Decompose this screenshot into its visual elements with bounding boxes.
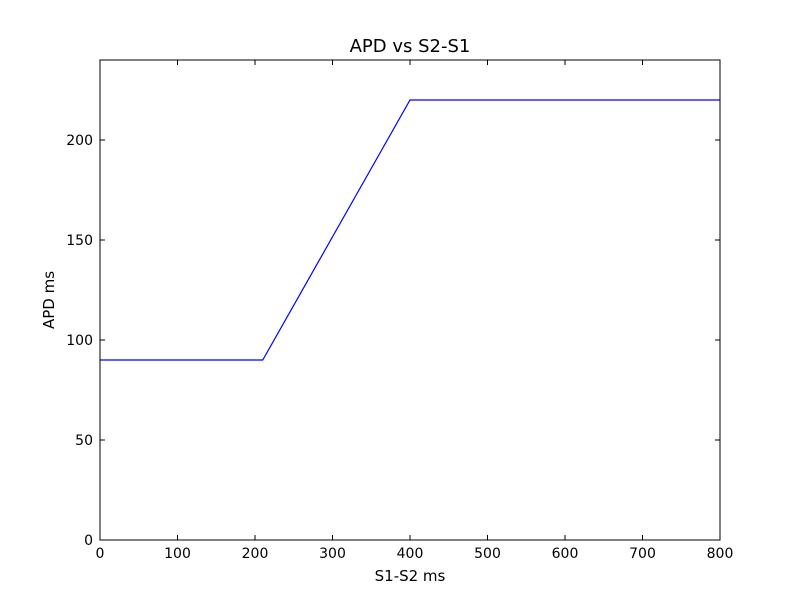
y-tick-label: 100 (66, 333, 93, 349)
x-tick-label: 500 (474, 546, 501, 562)
y-tick-label: 150 (66, 233, 93, 249)
x-tick-label: 600 (552, 546, 579, 562)
x-tick-label: 800 (707, 546, 734, 562)
y-tick-label: 50 (75, 433, 93, 449)
x-tick-label: 700 (629, 546, 656, 562)
series-line-0 (100, 99, 720, 361)
y-tick-label: 0 (84, 533, 93, 549)
y-axis-label: APD ms (40, 271, 58, 329)
x-axis-label: S1-S2 ms (375, 567, 446, 585)
x-tick-label: 0 (96, 546, 105, 562)
chart-title: APD vs S2-S1 (350, 36, 471, 57)
x-tick-label: 300 (319, 546, 346, 562)
x-tick-label: 200 (242, 546, 269, 562)
tick-layer: 0 100 200 300 400 500 600 700 800 0 50 100 150 200 (66, 60, 733, 562)
x-tick-label: 400 (397, 546, 424, 562)
x-tick-label: 100 (164, 546, 191, 562)
y-tick-label: 200 (66, 133, 93, 149)
plot-layer (100, 99, 720, 361)
